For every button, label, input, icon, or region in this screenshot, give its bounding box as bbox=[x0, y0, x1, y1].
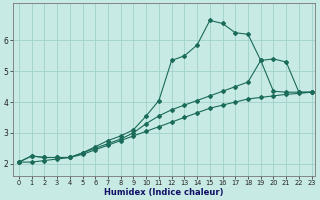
X-axis label: Humidex (Indice chaleur): Humidex (Indice chaleur) bbox=[104, 188, 224, 197]
